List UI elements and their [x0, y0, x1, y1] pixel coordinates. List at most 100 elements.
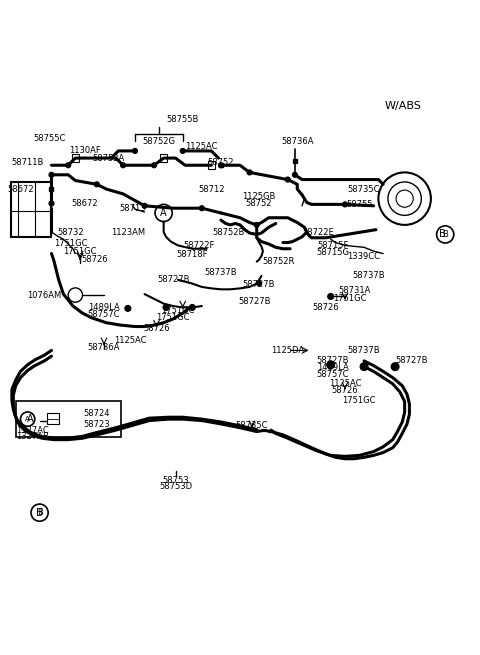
Text: A: A [160, 208, 167, 218]
Text: 1076AM: 1076AM [27, 291, 61, 299]
Text: 1751GC: 1751GC [63, 247, 97, 255]
Circle shape [257, 281, 262, 286]
Circle shape [66, 163, 71, 168]
Text: 58722F: 58722F [184, 241, 215, 250]
Text: 58755: 58755 [346, 200, 372, 209]
Text: 58722E: 58722E [303, 227, 335, 236]
Bar [11, 182, 51, 237]
Circle shape [247, 170, 252, 175]
Text: B: B [442, 230, 448, 239]
Text: 1489LA: 1489LA [88, 303, 120, 312]
Text: 1125AC: 1125AC [186, 141, 218, 151]
Circle shape [254, 223, 259, 227]
Bar [207, 161, 215, 169]
Text: 58737B: 58737B [348, 346, 380, 355]
Text: A: A [25, 416, 30, 422]
Text: 1339CC: 1339CC [348, 252, 381, 261]
Text: 58727B: 58727B [317, 356, 349, 365]
Text: 58735C: 58735C [236, 421, 268, 430]
Text: 58736A: 58736A [281, 137, 313, 146]
Text: 58712: 58712 [198, 185, 225, 194]
Bar [72, 155, 79, 162]
Circle shape [152, 163, 156, 168]
Text: 58737B: 58737B [204, 268, 237, 277]
Text: 1489LA: 1489LA [317, 363, 349, 372]
Text: B: B [440, 229, 446, 240]
Text: 58752: 58752 [208, 159, 234, 168]
Text: 58735C: 58735C [348, 185, 380, 194]
Text: 1327AC: 1327AC [16, 426, 49, 435]
Text: 58726: 58726 [312, 303, 339, 312]
Text: 58672: 58672 [7, 185, 34, 194]
Text: 58672: 58672 [72, 199, 98, 208]
Text: 58755C: 58755C [33, 134, 65, 143]
Text: 58726: 58726 [143, 324, 170, 333]
Text: 58731A: 58731A [338, 286, 371, 295]
Text: 58752G: 58752G [143, 137, 175, 146]
Circle shape [142, 204, 147, 208]
Circle shape [360, 363, 368, 371]
Circle shape [343, 202, 348, 207]
Text: 58726: 58726 [332, 386, 358, 395]
Circle shape [49, 172, 54, 177]
Text: 58727B: 58727B [238, 297, 271, 306]
Bar [47, 413, 59, 424]
Text: 58755B: 58755B [167, 115, 199, 124]
Text: 58711B: 58711B [12, 159, 44, 168]
Text: 1125GB: 1125GB [242, 192, 276, 201]
Circle shape [180, 149, 185, 153]
Text: 1751GC: 1751GC [343, 396, 376, 405]
Text: 58727B: 58727B [243, 280, 276, 289]
Text: 58718F: 58718F [177, 250, 208, 259]
Circle shape [199, 206, 204, 210]
Text: 58732: 58732 [57, 227, 84, 236]
Circle shape [132, 149, 137, 153]
Text: 58713: 58713 [120, 204, 146, 213]
Text: A: A [27, 414, 33, 424]
Circle shape [328, 293, 334, 299]
Text: 1751GC: 1751GC [54, 240, 87, 248]
Text: 1130AF: 1130AF [69, 147, 101, 155]
Text: 58753: 58753 [162, 476, 189, 485]
Circle shape [125, 305, 131, 311]
Circle shape [218, 163, 223, 168]
Text: 1125AC: 1125AC [329, 379, 361, 388]
Text: 1751GC: 1751GC [333, 294, 367, 303]
Text: 1327AB: 1327AB [16, 432, 49, 441]
Text: B: B [36, 508, 43, 517]
Text: 58752A: 58752A [93, 153, 125, 162]
Text: 58726: 58726 [81, 255, 108, 264]
Text: 58752R: 58752R [262, 257, 294, 266]
Circle shape [292, 172, 297, 177]
Text: 58727B: 58727B [396, 356, 428, 365]
Text: 58757C: 58757C [88, 310, 120, 318]
Text: 58724: 58724 [84, 409, 110, 418]
Text: 58753D: 58753D [159, 482, 192, 491]
Circle shape [327, 361, 335, 369]
Text: 1751GC: 1751GC [161, 307, 195, 315]
Text: 58723: 58723 [84, 421, 110, 430]
Circle shape [285, 177, 290, 182]
Bar [16, 402, 120, 438]
Text: 1751GC: 1751GC [156, 314, 190, 322]
Text: B: B [36, 508, 43, 517]
Text: 58752: 58752 [246, 199, 272, 208]
Circle shape [163, 305, 169, 310]
Text: 58737B: 58737B [352, 271, 385, 280]
Text: 58715G: 58715G [316, 248, 349, 257]
Text: 58727B: 58727B [157, 275, 190, 284]
Text: 58736A: 58736A [88, 343, 120, 352]
Circle shape [391, 363, 399, 371]
Text: 58752B: 58752B [212, 227, 244, 236]
Bar [160, 155, 168, 162]
Circle shape [120, 163, 125, 168]
Text: 1123AM: 1123AM [111, 227, 145, 236]
Text: 58715F: 58715F [317, 241, 349, 250]
Text: 58757C: 58757C [317, 370, 349, 379]
Circle shape [49, 201, 54, 206]
Circle shape [190, 305, 195, 310]
Text: 1125AC: 1125AC [114, 337, 146, 345]
Circle shape [95, 182, 99, 187]
Text: 1125DA: 1125DA [271, 346, 304, 355]
Text: W/ABS: W/ABS [384, 101, 421, 111]
